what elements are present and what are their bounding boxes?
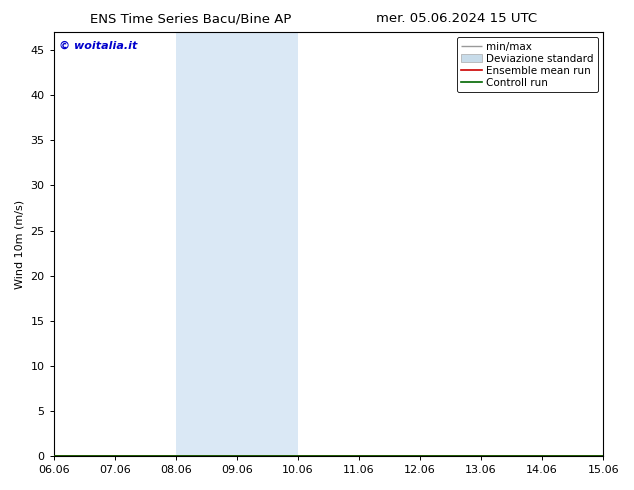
Bar [176, 32, 237, 456]
Legend: min/max, Deviazione standard, Ensemble mean run, Controll run: min/max, Deviazione standard, Ensemble m… [457, 37, 598, 92]
Text: mer. 05.06.2024 15 UTC: mer. 05.06.2024 15 UTC [376, 12, 537, 25]
Text: ENS Time Series Bacu/Bine AP: ENS Time Series Bacu/Bine AP [89, 12, 291, 25]
Bar [603, 32, 634, 456]
Y-axis label: Wind 10m (m/s): Wind 10m (m/s) [15, 199, 25, 289]
Text: © woitalia.it: © woitalia.it [59, 41, 138, 50]
Bar [237, 32, 298, 456]
